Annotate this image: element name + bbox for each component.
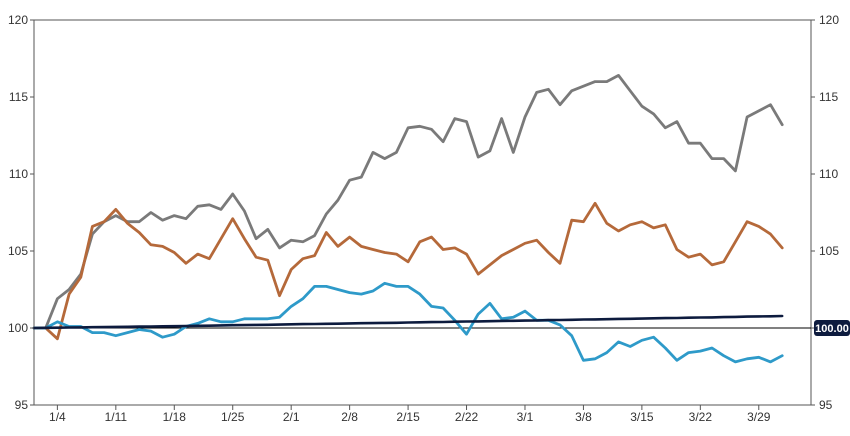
x-tick-label: 1/4: [49, 410, 66, 424]
x-tick-label: 2/8: [341, 410, 358, 424]
x-tick-label: 2/1: [283, 410, 300, 424]
x-tick-label: 2/22: [455, 410, 479, 424]
y-tick-label-left: 95: [15, 398, 29, 412]
series-line-1: [32, 74, 784, 330]
y-tick-label-right: 105: [819, 244, 839, 258]
x-tick-label: 1/25: [221, 410, 245, 424]
x-tick-label: 3/8: [575, 410, 592, 424]
y-tick-label-right: 115: [819, 90, 838, 104]
x-tick-label: 2/15: [396, 410, 420, 424]
y-tick-label-right: 110: [819, 167, 838, 181]
y-tick-label-left: 110: [9, 167, 28, 181]
reference-label-badge: [814, 320, 850, 336]
reference-label-group: 100.00: [814, 320, 850, 336]
y-tick-label-left: 115: [9, 90, 28, 104]
series-line-2: [32, 201, 784, 341]
series-line-3: [32, 281, 784, 364]
series-group: [32, 74, 784, 364]
plot-frame: [33, 19, 812, 406]
y-axis-left: 95 100 105 110 115 120: [8, 13, 34, 412]
x-axis: 1/4 1/11 1/18 1/25 2/1 2/8 2/15 2/22 3/1 3/8 3/15 3…: [49, 405, 771, 424]
y-tick-label-left: 105: [8, 244, 28, 258]
y-tick-label-right: 120: [819, 13, 839, 27]
y-tick-label-right: 95: [819, 398, 833, 412]
x-tick-label: 3/22: [689, 410, 713, 424]
x-tick-label: 3/1: [517, 410, 534, 424]
x-tick-label: 1/18: [163, 410, 187, 424]
y-tick-label-left: 100: [8, 321, 28, 335]
x-tick-label: 3/29: [747, 410, 771, 424]
x-tick-label: 1/11: [105, 410, 128, 424]
series-line-4: [32, 314, 784, 330]
x-tick-label: 3/15: [630, 410, 654, 424]
plot-border: [33, 19, 812, 406]
y-tick-label-left: 120: [8, 13, 28, 27]
reference-label: 100.00: [815, 323, 849, 335]
